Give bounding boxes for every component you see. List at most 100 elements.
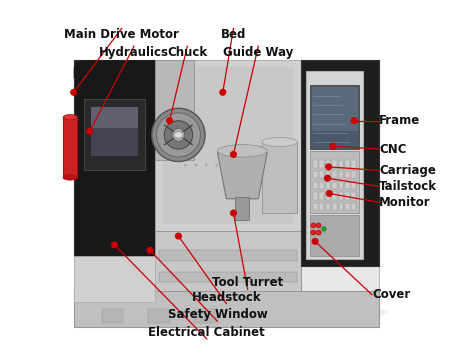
Polygon shape (313, 192, 318, 200)
Polygon shape (73, 291, 379, 327)
Ellipse shape (174, 132, 183, 138)
Polygon shape (313, 203, 318, 210)
Text: Monitor: Monitor (379, 196, 430, 209)
Polygon shape (326, 171, 330, 178)
Circle shape (172, 129, 185, 141)
Polygon shape (73, 60, 155, 78)
Polygon shape (313, 160, 318, 168)
Ellipse shape (262, 137, 297, 146)
Polygon shape (351, 192, 356, 200)
Polygon shape (319, 160, 324, 168)
Polygon shape (84, 99, 145, 170)
Polygon shape (319, 171, 324, 178)
Ellipse shape (63, 114, 77, 120)
Circle shape (112, 242, 118, 248)
Text: Headstock: Headstock (191, 290, 261, 304)
Polygon shape (91, 106, 137, 156)
Circle shape (316, 230, 321, 235)
Circle shape (156, 113, 201, 157)
Polygon shape (345, 192, 349, 200)
Text: Tailstock: Tailstock (379, 180, 437, 193)
Text: Frame: Frame (379, 114, 420, 127)
Circle shape (71, 89, 76, 95)
Ellipse shape (218, 145, 267, 157)
Polygon shape (338, 182, 343, 189)
Polygon shape (326, 182, 330, 189)
Text: Hydraulics: Hydraulics (99, 46, 169, 59)
Polygon shape (351, 182, 356, 189)
Polygon shape (63, 117, 77, 178)
Circle shape (231, 210, 237, 216)
Circle shape (220, 89, 226, 95)
Circle shape (147, 247, 153, 253)
Polygon shape (301, 60, 379, 266)
Polygon shape (338, 192, 343, 200)
Polygon shape (319, 192, 324, 200)
Text: CNC: CNC (379, 143, 407, 155)
Polygon shape (311, 87, 358, 131)
Polygon shape (194, 309, 216, 323)
Polygon shape (345, 203, 349, 210)
Polygon shape (155, 231, 301, 291)
Polygon shape (326, 192, 330, 200)
Polygon shape (313, 171, 318, 178)
Polygon shape (351, 160, 356, 168)
Polygon shape (91, 106, 137, 128)
Circle shape (175, 233, 181, 239)
Text: Carriage: Carriage (379, 164, 436, 177)
Circle shape (152, 108, 205, 162)
Circle shape (322, 227, 326, 231)
Polygon shape (73, 60, 379, 302)
Text: Cover: Cover (372, 288, 410, 301)
Polygon shape (163, 67, 294, 224)
Circle shape (164, 121, 192, 149)
Circle shape (327, 191, 332, 196)
Polygon shape (148, 309, 170, 323)
Polygon shape (332, 160, 337, 168)
Circle shape (325, 175, 330, 181)
Polygon shape (313, 182, 318, 189)
Polygon shape (159, 272, 297, 282)
Text: Tool Turret: Tool Turret (212, 276, 283, 289)
Text: Bed: Bed (221, 28, 246, 42)
Polygon shape (306, 71, 363, 259)
Polygon shape (155, 60, 194, 160)
Polygon shape (310, 151, 359, 213)
Polygon shape (345, 182, 349, 189)
Circle shape (246, 164, 249, 166)
Polygon shape (332, 203, 337, 210)
Polygon shape (319, 203, 324, 210)
Circle shape (351, 118, 357, 124)
Polygon shape (332, 182, 337, 189)
Circle shape (316, 223, 321, 228)
Circle shape (205, 164, 208, 166)
Polygon shape (345, 171, 349, 178)
Polygon shape (332, 171, 337, 178)
Polygon shape (332, 192, 337, 200)
Circle shape (236, 164, 239, 166)
Polygon shape (235, 197, 249, 220)
Circle shape (167, 118, 173, 124)
Circle shape (87, 129, 92, 134)
Polygon shape (73, 60, 155, 256)
Polygon shape (338, 171, 343, 178)
Circle shape (326, 164, 331, 170)
Ellipse shape (63, 175, 77, 180)
Circle shape (330, 143, 336, 149)
Text: Electrical Cabinet: Electrical Cabinet (148, 326, 265, 339)
Polygon shape (159, 250, 297, 261)
Polygon shape (218, 153, 267, 199)
Text: Chuck: Chuck (167, 46, 207, 59)
Polygon shape (351, 171, 356, 178)
Circle shape (215, 164, 218, 166)
Polygon shape (345, 160, 349, 168)
Circle shape (312, 239, 318, 244)
Polygon shape (73, 256, 155, 302)
Circle shape (311, 223, 316, 228)
Polygon shape (155, 60, 301, 231)
Ellipse shape (86, 302, 388, 323)
Polygon shape (310, 215, 359, 256)
Circle shape (194, 164, 197, 166)
Polygon shape (338, 203, 343, 210)
Polygon shape (338, 160, 343, 168)
